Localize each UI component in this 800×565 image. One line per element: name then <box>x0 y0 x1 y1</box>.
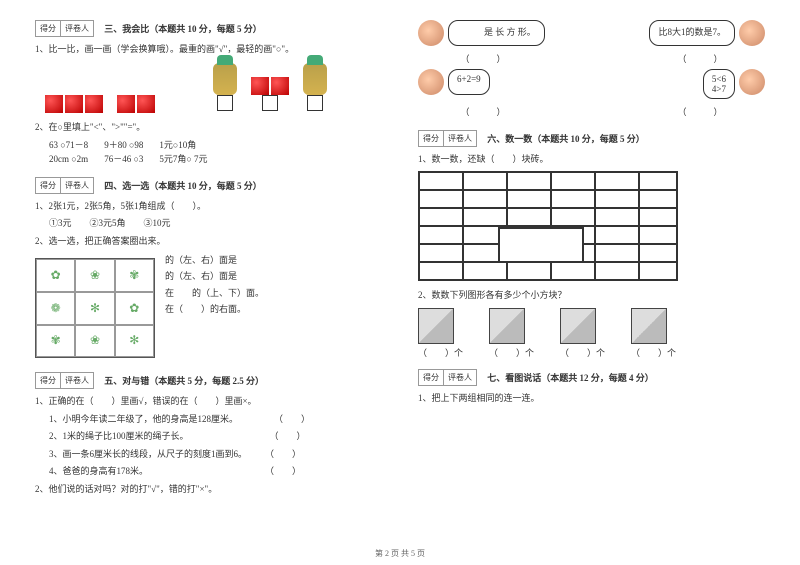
desc-line: 在 的（上、下）面。 <box>165 285 264 301</box>
answer-box[interactable] <box>262 95 278 111</box>
sec5-a: 1、小明今年读二年级了，他的身高是128厘米。 （ ） <box>49 413 382 427</box>
cube-label[interactable]: （ ）个 <box>631 346 676 359</box>
section-7-title: 七、看图说话（本题共 12 分，每题 4 分） <box>487 371 654 384</box>
sec3-q1: 1、比一比，画一画（学会换算哦）。最重的画"√"，最轻的画"○"。 <box>35 43 382 57</box>
section-5-title: 五、对与错（本题共 5 分，每题 2.5 分） <box>104 374 264 387</box>
grader-label: 评卷人 <box>444 131 476 146</box>
cmp-cell: 63 ○71－8 <box>49 138 88 152</box>
cube-label[interactable]: （ ）个 <box>418 346 463 359</box>
fruit-box-2 <box>251 77 289 113</box>
sec4-opts: ①3元 ②3元5角 ③10元 <box>49 217 382 231</box>
cmp-cell: 1元○10角 <box>159 138 207 152</box>
answer-box[interactable] <box>217 95 233 111</box>
face-icon <box>739 20 765 46</box>
sec5-c: 3、画一条6厘米长的线段，从尺子的刻度1画到6。 （ ） <box>49 448 382 462</box>
brick-wall <box>418 171 678 281</box>
cmp-cell: 9＋80 ○98 <box>104 138 143 152</box>
score-box: 得分 评卷人 <box>418 130 477 147</box>
cube-stack <box>489 308 525 344</box>
position-grid: ✿❀✾ ❁✻✿ ✾❀✻ <box>35 258 155 358</box>
section-3-head: 得分 评卷人 三、我会比（本题共 10 分，每题 5 分） <box>35 20 382 37</box>
pineapple-icon <box>303 63 327 95</box>
face-icon <box>418 69 444 95</box>
sec6-q2: 2、数数下列图形各有多少个小方块？ <box>418 289 765 303</box>
fruit-box-1 <box>213 63 237 113</box>
section-4-title: 四、选一选（本题共 10 分，每题 5 分） <box>104 179 262 192</box>
speech-bubble: 比8大1的数是7。 <box>649 20 735 46</box>
sec6-q1: 1、数一数，还缺（ ）块砖。 <box>418 153 765 167</box>
sec5-q2: 2、他们说的话对吗？对的打"√"，错的打"×"。 <box>35 483 382 497</box>
sec4-q1: 1、2张1元，2张5角，5张1角组成（ ）。 <box>35 200 382 214</box>
section-4-head: 得分 评卷人 四、选一选（本题共 10 分，每题 5 分） <box>35 177 382 194</box>
cube-label[interactable]: （ ）个 <box>489 346 534 359</box>
fruit-strip <box>45 63 382 113</box>
left-column: 得分 评卷人 三、我会比（本题共 10 分，每题 5 分） 1、比一比，画一画（… <box>0 0 400 565</box>
speech-bubble: 5<64>7 <box>703 69 735 99</box>
speech-area: 是 长 方 形。 比8大1的数是7。 （ ） （ ） 6+2=9 5<64>7 <box>418 20 765 118</box>
section-6-title: 六、数一数（本题共 10 分，每题 5 分） <box>487 132 645 145</box>
score-label: 得分 <box>419 131 444 146</box>
compare-grid: 63 ○71－8 20cm ○2m 9＋80 ○98 76－46 ○3 1元○1… <box>49 138 382 167</box>
cube-stack <box>418 308 454 344</box>
grader-label: 评卷人 <box>61 373 93 388</box>
cube-label[interactable]: （ ）个 <box>560 346 605 359</box>
face-icon <box>418 20 444 46</box>
section-7-head: 得分 评卷人 七、看图说话（本题共 12 分，每题 4 分） <box>418 369 765 386</box>
score-label: 得分 <box>419 370 444 385</box>
grader-label: 评卷人 <box>61 178 93 193</box>
pineapple-icon <box>213 63 237 95</box>
brick-hole <box>498 227 584 263</box>
apple-group-1 <box>45 95 103 113</box>
apple-group-2 <box>117 95 155 113</box>
score-box: 得分 评卷人 <box>35 177 94 194</box>
cmp-cell: 76－46 ○3 <box>104 152 143 166</box>
page-footer: 第 2 页 共 5 页 <box>375 548 425 559</box>
section-6-head: 得分 评卷人 六、数一数（本题共 10 分，每题 5 分） <box>418 130 765 147</box>
grader-label: 评卷人 <box>444 370 476 385</box>
cube-stack <box>631 308 667 344</box>
score-label: 得分 <box>36 178 61 193</box>
sec3-q2: 2、在○里填上"<"、">""="。 <box>35 121 382 135</box>
speech-bubble: 6+2=9 <box>448 69 490 95</box>
score-box: 得分 评卷人 <box>35 20 94 37</box>
fruit-box-3 <box>303 63 327 113</box>
answer-paren[interactable]: （ ） <box>635 105 765 118</box>
face-icon <box>739 69 765 95</box>
desc-line: 在（ ）的右面。 <box>165 301 264 317</box>
desc-line: 的（左、右）面是 <box>165 268 264 284</box>
section-3-title: 三、我会比（本题共 10 分，每题 5 分） <box>104 22 262 35</box>
score-box: 得分 评卷人 <box>418 369 477 386</box>
answer-paren[interactable]: （ ） <box>635 52 765 65</box>
score-label: 得分 <box>36 21 61 36</box>
right-column: 是 长 方 形。 比8大1的数是7。 （ ） （ ） 6+2=9 5<64>7 <box>400 0 800 565</box>
cmp-cell: 5元7角○ 7元 <box>159 152 207 166</box>
cube-stack <box>560 308 596 344</box>
desc-line: 的（左、右）面是 <box>165 252 264 268</box>
sec4-q2: 2、选一选，把正确答案圈出来。 <box>35 235 382 249</box>
speech-bubble: 是 长 方 形。 <box>448 20 545 46</box>
section-5-head: 得分 评卷人 五、对与错（本题共 5 分，每题 2.5 分） <box>35 372 382 389</box>
sec7-q1: 1、把上下两组相同的连一连。 <box>418 392 765 406</box>
score-box: 得分 评卷人 <box>35 372 94 389</box>
sec5-q1: 1、正确的在（ ）里画√，错误的在（ ）里画×。 <box>35 395 382 409</box>
answer-box[interactable] <box>307 95 323 111</box>
cmp-cell: 20cm ○2m <box>49 152 88 166</box>
answer-paren[interactable]: （ ） <box>418 52 548 65</box>
sec5-d: 4、爸爸的身高有178米。 （ ） <box>49 465 382 479</box>
grader-label: 评卷人 <box>61 21 93 36</box>
grid-wrap: ✿❀✾ ❁✻✿ ✾❀✻ 的（左、右）面是 的（左、右）面是 在 的（上、下）面。… <box>35 252 382 364</box>
cubes-row: （ ）个 （ ）个 （ ）个 （ ）个 <box>418 308 765 359</box>
score-label: 得分 <box>36 373 61 388</box>
sec5-b: 2、1米的绳子比100厘米的绳子长。 （ ） <box>49 430 382 444</box>
answer-paren[interactable]: （ ） <box>418 105 548 118</box>
grid-desc: 的（左、右）面是 的（左、右）面是 在 的（上、下）面。 在（ ）的右面。 <box>165 252 264 317</box>
